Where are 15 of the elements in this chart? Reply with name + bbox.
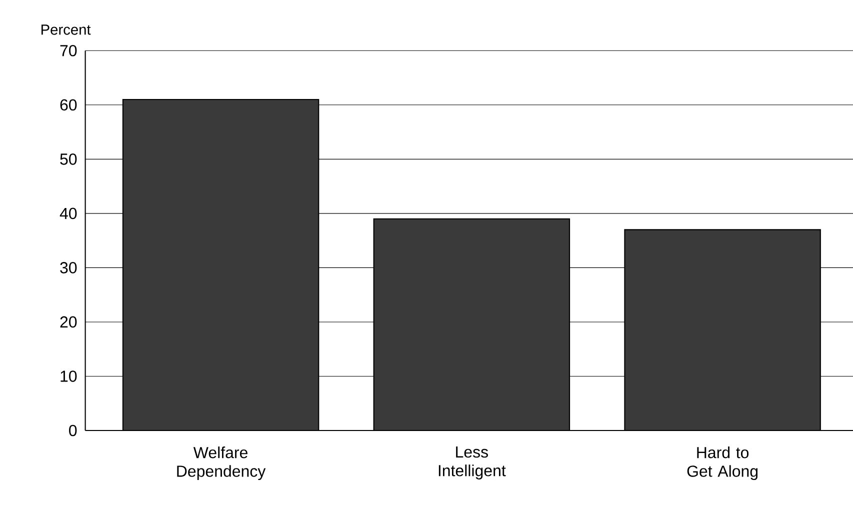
bar (122, 99, 319, 430)
y-tick-label: 20 (60, 316, 77, 328)
y-axis-title: Percent (42, 24, 91, 35)
y-tick-label: 0 (69, 424, 77, 436)
x-tick-label: Hard to Get Along (687, 446, 758, 480)
x-tick-label: Less Intelligent (438, 446, 506, 480)
x-tick-label: Welfare Dependency (177, 446, 266, 480)
y-tick-label: 40 (60, 208, 77, 220)
y-tick-label: 30 (60, 262, 77, 274)
bar (374, 218, 570, 430)
y-tick-label: 60 (60, 99, 77, 110)
y-tick-label: 10 (60, 370, 77, 382)
bar (624, 229, 821, 430)
y-tick-label: 70 (60, 44, 77, 56)
y-tick-label: 50 (60, 153, 77, 165)
